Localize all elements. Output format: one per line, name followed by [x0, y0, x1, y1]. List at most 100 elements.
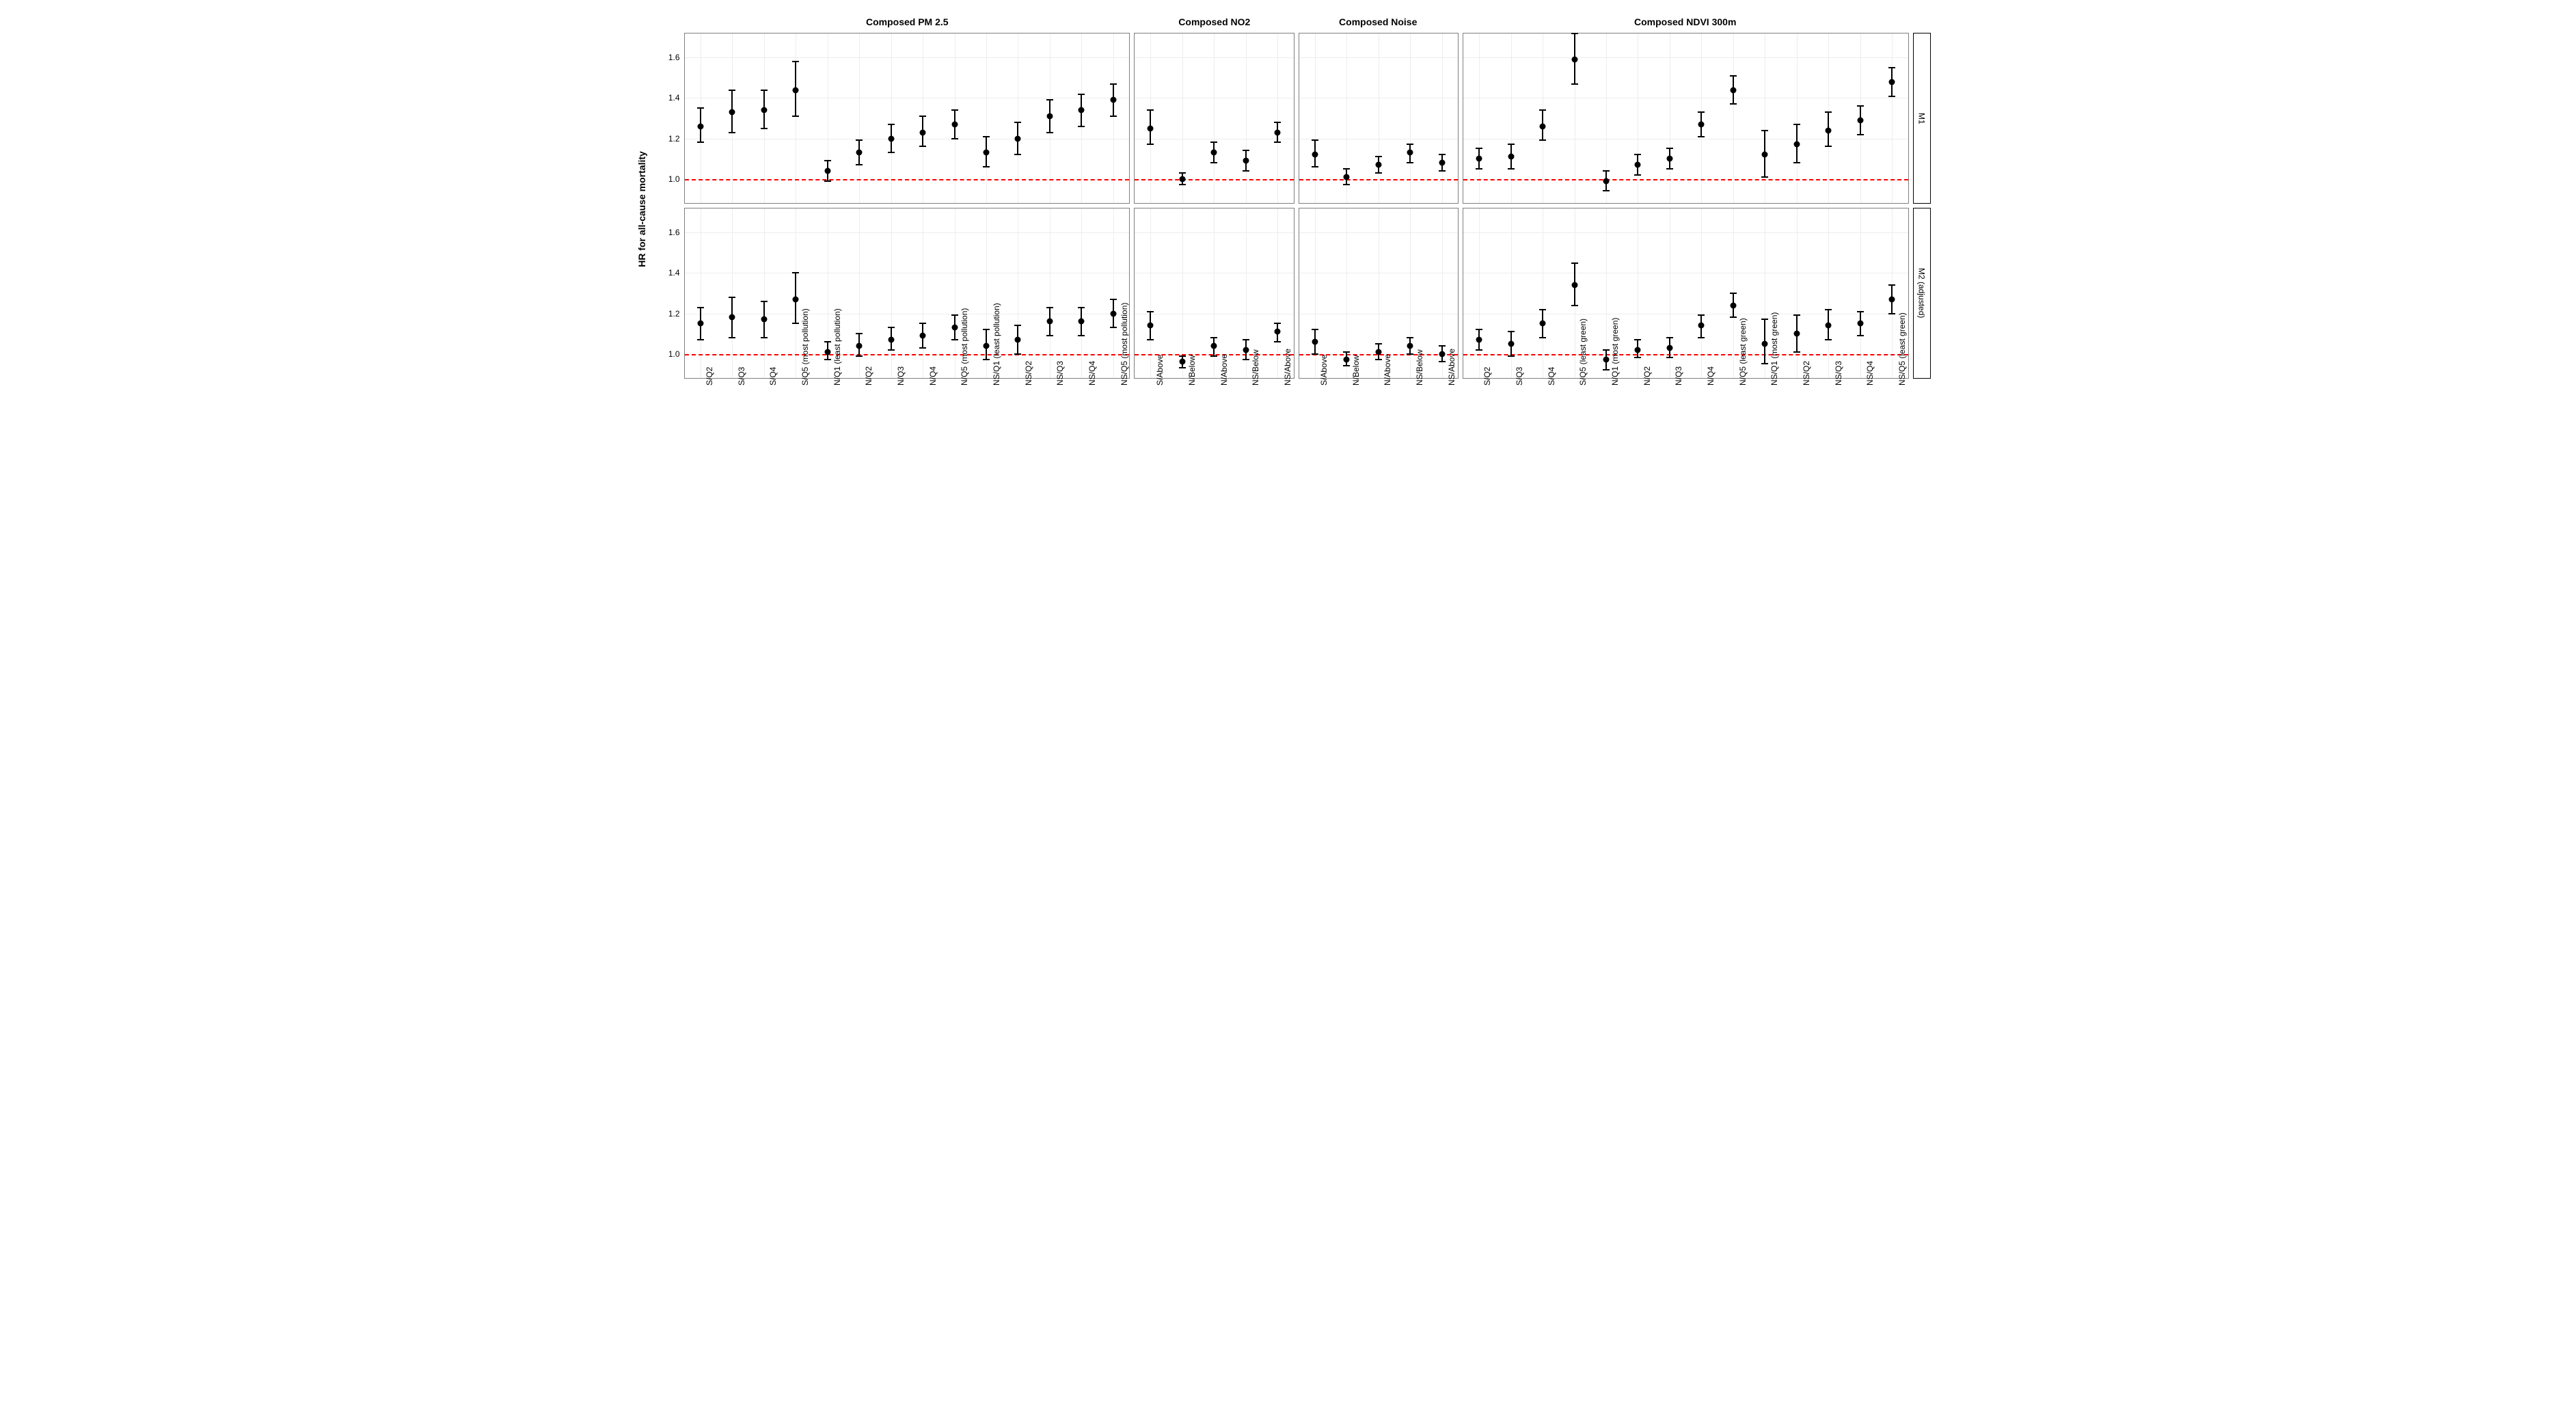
x-tick-label: S/Q3: [737, 367, 746, 386]
errorbar-cap: [1078, 307, 1085, 308]
x-tick-label: S/Q5 (least green): [1578, 319, 1588, 386]
errorbar-cap: [983, 329, 990, 330]
errorbar-cap: [1825, 111, 1832, 113]
data-point: [888, 336, 894, 342]
x-tick-label: NS/Q2: [1802, 361, 1811, 386]
x-tick-label: S/Q2: [705, 367, 714, 386]
errorbar-cap: [856, 355, 863, 357]
forest-plot-grid: Composed PM 2.5Composed NO2Composed Nois…: [646, 14, 1931, 506]
xaxis-labels-row: S/Q2S/Q3S/Q4S/Q5 (most pollution)N/Q1 (l…: [684, 383, 1913, 506]
x-tick-label: NS/Q1 (least pollution): [992, 303, 1001, 386]
reference-line: [1463, 179, 1908, 180]
errorbar-cap: [1243, 339, 1249, 340]
errorbar-cap: [1046, 99, 1053, 100]
errorbar-cap: [1274, 323, 1281, 324]
data-point: [1698, 121, 1705, 127]
errorbar-cap: [1603, 369, 1610, 370]
data-point: [856, 342, 863, 349]
data-point: [793, 87, 799, 93]
errorbar-cap: [983, 136, 990, 137]
data-point: [1344, 357, 1350, 363]
errorbar-cap: [1666, 337, 1673, 338]
data-point: [1889, 296, 1895, 302]
errorbar-cap: [1312, 166, 1318, 167]
errorbar-cap: [1439, 170, 1446, 172]
data-point: [761, 316, 767, 323]
chart-row: HR for all-cause mortality1.01.21.41.6M1: [646, 33, 1931, 204]
errorbar-cap: [1312, 329, 1318, 330]
errorbar-cap: [983, 359, 990, 360]
errorbar-cap: [1571, 262, 1578, 264]
data-point: [1793, 141, 1800, 148]
reference-line: [1135, 179, 1293, 180]
data-point: [1243, 347, 1249, 353]
column-title: Composed PM 2.5: [684, 14, 1131, 33]
data-point: [1079, 107, 1085, 113]
errorbar-cap: [1014, 325, 1021, 326]
y-tick-label: 1.2: [668, 134, 680, 144]
chart-panel: [1463, 33, 1909, 204]
errorbar-cap: [1476, 349, 1482, 351]
errorbar-cap: [824, 180, 831, 182]
x-tick-label: NS/Below: [1415, 349, 1424, 386]
x-tick-label: N/Below: [1351, 355, 1361, 386]
errorbar-cap: [1014, 154, 1021, 155]
errorbar-cap: [729, 297, 735, 298]
x-tick-label: S/Q3: [1515, 367, 1524, 386]
data-point: [920, 129, 926, 135]
x-tick-label: N/Q3: [1674, 366, 1683, 386]
x-tick-label: NS/Below: [1251, 349, 1260, 386]
errorbar-cap: [1857, 335, 1864, 336]
errorbar-cap: [1857, 105, 1864, 107]
data-point: [1508, 340, 1514, 347]
data-point: [824, 349, 830, 355]
errorbar-cap: [1730, 293, 1737, 294]
x-tick-label: NS/Q3: [1055, 361, 1065, 386]
errorbar-cap: [1343, 351, 1350, 353]
errorbar-cap: [1312, 139, 1318, 141]
errorbar-cap: [1603, 170, 1610, 172]
column-title: Composed Noise: [1299, 14, 1458, 33]
chart-panel: [1134, 208, 1294, 379]
data-point: [1211, 150, 1217, 156]
data-point: [1540, 321, 1546, 327]
errorbar-cap: [1210, 337, 1217, 338]
errorbar-cap: [1666, 168, 1673, 170]
data-point: [856, 150, 863, 156]
data-point: [1148, 323, 1154, 329]
data-point: [1079, 319, 1085, 325]
errorbar-cap: [1147, 109, 1154, 111]
data-point: [951, 325, 958, 331]
data-point: [761, 107, 767, 113]
errorbar-cap: [951, 109, 958, 111]
errorbar-cap: [1343, 168, 1350, 170]
errorbar-cap: [824, 359, 831, 360]
data-point: [1762, 340, 1768, 347]
reference-line: [1299, 179, 1458, 180]
data-point: [1312, 338, 1318, 345]
column-titles-row: Composed PM 2.5Composed NO2Composed Nois…: [684, 14, 1913, 33]
errorbar-cap: [1857, 311, 1864, 312]
errorbar-cap: [983, 166, 990, 167]
errorbar-cap: [1210, 162, 1217, 163]
errorbar-cap: [1793, 351, 1800, 353]
data-point: [1046, 319, 1053, 325]
errorbar-cap: [1793, 314, 1800, 316]
data-point: [1407, 342, 1413, 349]
errorbar-cap: [1634, 174, 1641, 176]
chart-panel: [684, 33, 1130, 204]
chart-panel: [1463, 208, 1909, 379]
data-point: [1826, 323, 1832, 329]
errorbar-cap: [1179, 172, 1186, 174]
errorbar-cap: [792, 61, 799, 62]
x-tick-label: N/Q4: [928, 366, 938, 386]
errorbar-cap: [1078, 126, 1085, 127]
data-point: [697, 123, 703, 129]
errorbar-cap: [697, 107, 704, 109]
errorbar-cap: [1147, 311, 1154, 312]
x-tick-label: N/Q2: [864, 366, 873, 386]
data-point: [1603, 357, 1610, 363]
data-point: [1889, 79, 1895, 85]
data-point: [1508, 154, 1514, 160]
x-tick-label: N/Q4: [1706, 366, 1716, 386]
